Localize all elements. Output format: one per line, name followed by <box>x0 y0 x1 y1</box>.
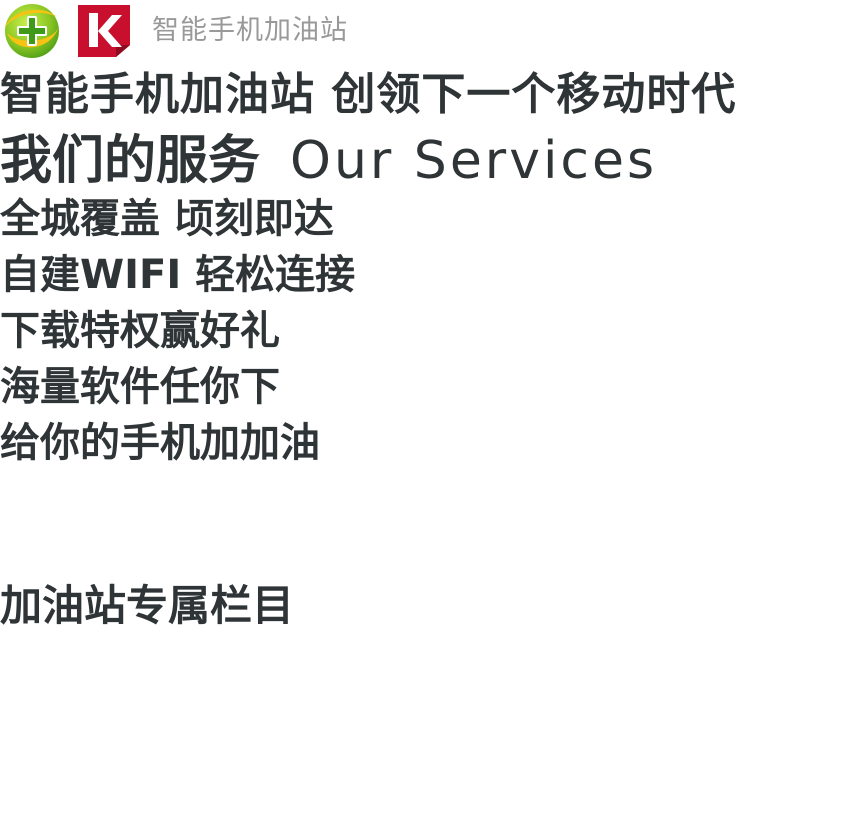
services-title-cn: 我们的服务 <box>0 131 261 191</box>
kingroot-k-logo-icon[interactable] <box>76 3 132 59</box>
services-heading: 我们的服务 Our Services <box>0 135 657 187</box>
slogan-heading: 智能手机加油站 创领下一个移动时代 <box>0 69 737 120</box>
column-heading: 加油站专属栏目 <box>0 581 295 630</box>
site-title: 智能手机加油站 <box>152 15 348 46</box>
360-security-logo-icon[interactable] <box>1 3 63 59</box>
service-item-wifi: 自建WIFI 轻松连接 <box>0 252 356 298</box>
service-item-recharge: 给你的手机加加油 <box>0 420 320 466</box>
header-bar: 智能手机加油站 <box>0 0 420 60</box>
services-title-en: Our Services <box>290 131 658 191</box>
service-item-coverage: 全城覆盖 顷刻即达 <box>0 196 334 242</box>
service-item-software: 海量软件任你下 <box>0 364 280 410</box>
service-item-download-rewards: 下载特权赢好礼 <box>0 308 280 354</box>
